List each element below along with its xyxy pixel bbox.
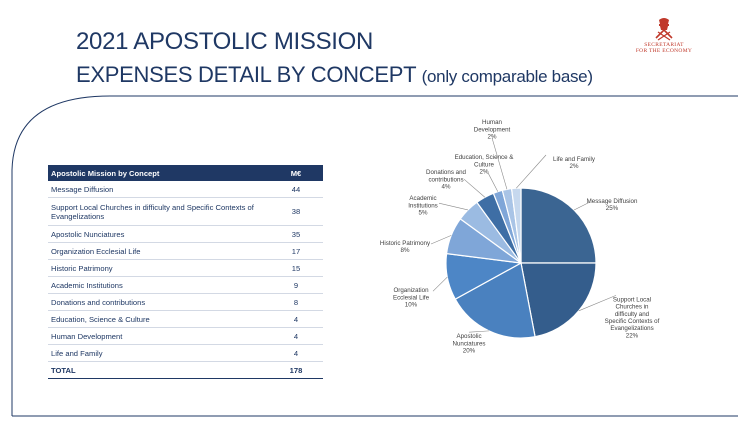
pie-slice-label: Message Diffusion 25% (587, 198, 638, 212)
pie-leader-line (578, 295, 617, 312)
row-concept: Donations and contributions (48, 293, 269, 311)
pie-slice-label: Education, Science & Culture 2% (455, 154, 515, 175)
row-value: 35 (269, 225, 323, 243)
row-value: 4 (269, 310, 323, 328)
table-row: Donations and contributions 8 (48, 293, 323, 311)
pie-leader-line (432, 276, 448, 292)
page-subtitle: EXPENSES DETAIL BY CONCEPT (only compara… (76, 62, 593, 88)
pie-slice-label: Life and Family 2% (553, 156, 596, 170)
secretariat-logo: SECRETARIAT FOR THE ECONOMY (626, 16, 702, 54)
table-row: Organization Ecclesial Life 17 (48, 242, 323, 260)
row-concept: Historic Patrimony (48, 259, 269, 277)
row-concept: Support Local Churches in difficulty and… (48, 197, 269, 226)
row-value: 17 (269, 242, 323, 260)
row-value: 38 (269, 197, 323, 226)
table-header-row: Apostolic Mission by Concept M€ (48, 165, 323, 181)
pie-slice-label: Human Development 2% (474, 119, 511, 140)
table-row: Message Diffusion 44 (48, 181, 323, 198)
papal-emblem-icon (655, 18, 673, 41)
pie-slice (520, 262, 597, 338)
total-label: TOTAL (48, 361, 269, 379)
pie-leader-line (430, 235, 452, 245)
row-concept: Message Diffusion (48, 181, 269, 198)
row-concept: Academic Institutions (48, 276, 269, 294)
subtitle-note: (only comparable base) (421, 67, 593, 86)
pie-slice-label: Organization Ecclesial Life 10% (393, 287, 430, 308)
row-value: 4 (269, 327, 323, 345)
pie-slice (520, 187, 597, 264)
row-value: 15 (269, 259, 323, 277)
header-concept: Apostolic Mission by Concept (48, 165, 269, 181)
row-value: 44 (269, 181, 323, 198)
row-value: 8 (269, 293, 323, 311)
total-value: 178 (269, 361, 323, 379)
row-concept: Organization Ecclesial Life (48, 242, 269, 260)
table-row: Support Local Churches in difficulty and… (48, 197, 323, 226)
pie-leader-line (463, 178, 486, 198)
table-row: Academic Institutions 9 (48, 276, 323, 294)
subtitle-main: EXPENSES DETAIL BY CONCEPT (76, 62, 416, 87)
pie-leader-line (573, 201, 591, 211)
table-row: Historic Patrimony 15 (48, 259, 323, 277)
header-value: M€ (269, 165, 323, 181)
row-concept: Education, Science & Culture (48, 310, 269, 328)
pie-slice (454, 262, 536, 339)
pie-leader-line (487, 172, 499, 192)
concept-table: Apostolic Mission by Concept M€ Message … (48, 165, 323, 379)
pie-slice-label: Apostolic Nunciatures 20% (452, 333, 485, 354)
table-row: Human Development 4 (48, 327, 323, 345)
logo-line2: FOR THE ECONOMY (635, 48, 693, 54)
pie-slice-label: Academic Institutions 5% (408, 195, 438, 216)
page-title: 2021 APOSTOLIC MISSION (76, 28, 374, 55)
row-value: 9 (269, 276, 323, 294)
pie-leader-line (491, 137, 508, 190)
pie-slice-label: Historic Patrimony 8% (380, 240, 431, 254)
pie-slice-label: Support Local Churches in difficulty and Sp… (605, 296, 660, 339)
table-row: Apostolic Nunciatures 35 (48, 225, 323, 243)
row-concept: Apostolic Nunciatures (48, 225, 269, 243)
logo-line1: SECRETARIAT (644, 42, 684, 48)
pie-leader-line (468, 330, 490, 333)
pie-leader-line (438, 202, 469, 211)
pie-slice-label: Donations and contributions 4% (426, 169, 466, 190)
table-row: Education, Science & Culture 4 (48, 310, 323, 328)
row-concept: Human Development (48, 327, 269, 345)
table-total-row: TOTAL 178 (48, 361, 323, 379)
pie-leader-line (516, 154, 547, 189)
